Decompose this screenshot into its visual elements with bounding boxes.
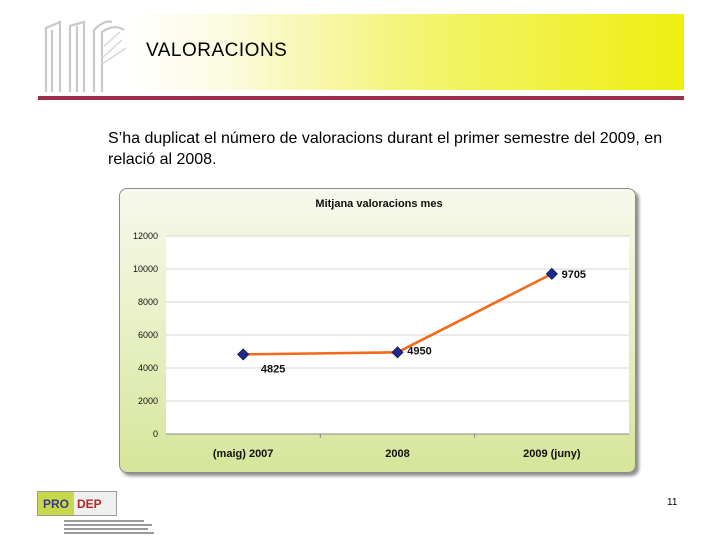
- x-tick-label: 2008: [385, 448, 409, 460]
- y-tick-label: 6000: [138, 330, 158, 340]
- prodep-logo: PRO DEP: [37, 491, 117, 516]
- header-divider: [38, 96, 684, 100]
- header-band: [127, 14, 684, 90]
- x-tick-label: (maig) 2007: [213, 448, 274, 460]
- logo-text-left: PRO: [38, 492, 74, 515]
- chart-title: Mitjana valoracions mes: [315, 198, 442, 210]
- y-tick-label: 0: [153, 429, 158, 439]
- y-tick-label: 8000: [138, 297, 158, 307]
- body-paragraph: S’ha duplicat el número de valoracions d…: [108, 130, 663, 168]
- slide-title: VALORACIONS: [146, 40, 288, 61]
- data-point-marker: [545, 267, 558, 280]
- page-number: 11: [667, 497, 678, 508]
- y-tick-label: 2000: [138, 396, 158, 406]
- data-label: 4825: [261, 363, 285, 375]
- data-point-marker: [391, 346, 404, 359]
- data-point-marker: [237, 348, 250, 361]
- data-label: 4950: [407, 345, 431, 357]
- line-chart: Mitjana valoracions mes 0 2000 4000 6000 800…: [133, 198, 629, 460]
- logo-text-right: DEP: [74, 492, 116, 515]
- logo-tagline-graphic: [64, 520, 154, 536]
- data-label: 9705: [562, 269, 586, 281]
- institution-logo: [44, 20, 127, 92]
- y-tick-label: 4000: [138, 363, 158, 373]
- x-tick-label: 2009 (juny): [523, 448, 581, 460]
- y-tick-label: 10000: [133, 264, 158, 274]
- y-tick-label: 12000: [133, 231, 158, 241]
